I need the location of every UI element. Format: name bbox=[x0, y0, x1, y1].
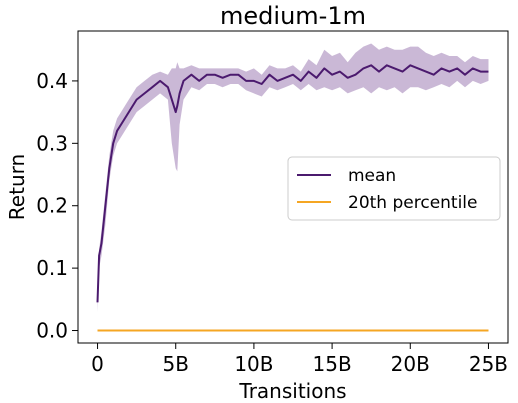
band-mean bbox=[97, 43, 489, 312]
x-tick-label: 20B bbox=[391, 352, 430, 376]
x-axis-ticks: 0 5B 10B 15B 20B 25B bbox=[91, 343, 508, 376]
chart-title: medium-1m bbox=[220, 2, 366, 30]
y-tick-label: 0.1 bbox=[36, 256, 68, 280]
legend-label-20th-percentile: 20th percentile bbox=[348, 193, 478, 213]
confidence-band-layer bbox=[97, 43, 489, 312]
y-axis-label: Return bbox=[5, 154, 29, 220]
x-axis-label: Transitions bbox=[238, 379, 346, 399]
x-tick-label: 5B bbox=[163, 352, 189, 376]
legend-label-mean: mean bbox=[348, 166, 396, 186]
y-tick-label: 0.3 bbox=[36, 131, 68, 155]
plot-frame bbox=[77, 30, 509, 344]
y-tick-label: 0.0 bbox=[36, 319, 68, 343]
series-line-mean bbox=[96, 64, 489, 303]
x-tick-label: 25B bbox=[469, 352, 508, 376]
x-tick-label: 15B bbox=[313, 352, 352, 376]
legend-frame bbox=[287, 156, 501, 221]
y-tick-label: 0.4 bbox=[36, 69, 68, 93]
y-axis-ticks: 0.0 0.1 0.2 0.3 0.4 bbox=[36, 69, 78, 343]
x-tick-label: 0 bbox=[91, 352, 104, 376]
x-tick-label: 10B bbox=[234, 352, 273, 376]
series-layer bbox=[96, 64, 489, 332]
legend: mean 20th percentile bbox=[287, 156, 501, 221]
y-tick-label: 0.2 bbox=[36, 194, 68, 218]
